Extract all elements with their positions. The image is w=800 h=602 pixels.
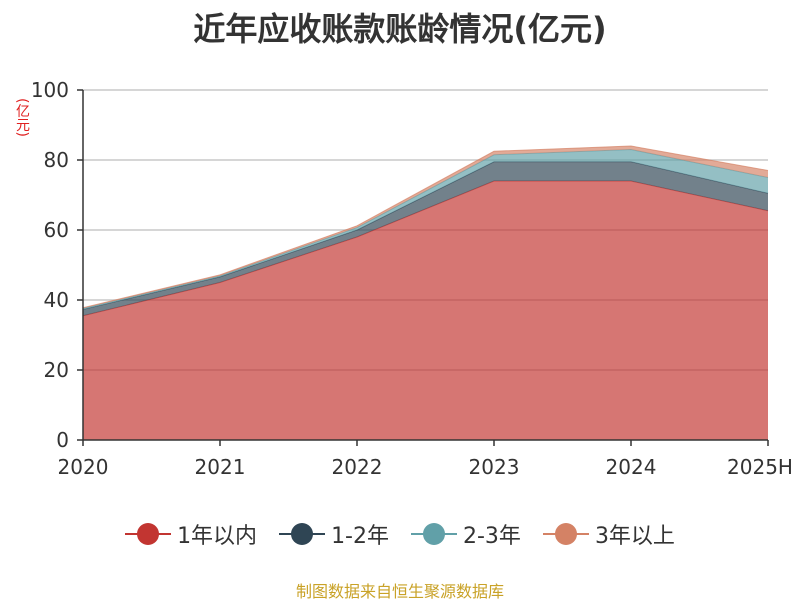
x-tick-label: 2020 [58,455,109,479]
tick-labels: 0 20 40 60 80 100 2020 2021 2022 2023 2024 2025H [31,78,793,479]
legend: 1年以内 1-2年 2-3年 3年以上 [0,516,800,552]
area-series-3 [83,149,768,310]
legend-label: 1年以内 [177,524,258,549]
legend-label: 1-2年 [331,524,389,549]
legend-marker-icon [125,522,172,546]
chart-title: 近年应收账款账龄情况(亿元) [193,10,607,48]
x-tick-label: 2024 [606,455,657,479]
legend-label: 2-3年 [463,524,521,549]
y-tick-label: 100 [31,78,69,102]
legend-marker-icon [279,522,326,546]
area-series-group [82,145,769,440]
y-tick-label: 20 [44,358,69,382]
series-line-4 [82,145,769,309]
x-tick-label: 2023 [469,455,520,479]
axes [77,89,769,446]
x-tick-label: 2021 [195,455,246,479]
legend-marker-icon [542,522,589,546]
y-tick-label: 80 [44,148,69,172]
y-tick-label: 40 [44,288,69,312]
legend-item-2[interactable]: 1-2年 [279,518,389,550]
x-tick-label: 2025H [727,455,793,479]
legend-item-4[interactable]: 3年以上 [542,518,675,550]
legend-label: 3年以上 [594,524,675,549]
legend-item-1[interactable]: 1年以内 [125,518,257,550]
legend-item-3[interactable]: 2-3年 [411,518,521,550]
data-source-note: 制图数据来自恒生聚源数据库 [295,582,504,601]
y-axis-unit-label: (亿元) [14,97,30,137]
y-tick-label: 0 [56,428,69,452]
area-series-4 [83,146,768,309]
area-series-1 [83,181,768,440]
x-tick-label: 2022 [332,455,383,479]
legend-marker-icon [411,522,457,546]
y-tick-label: 60 [44,218,69,242]
